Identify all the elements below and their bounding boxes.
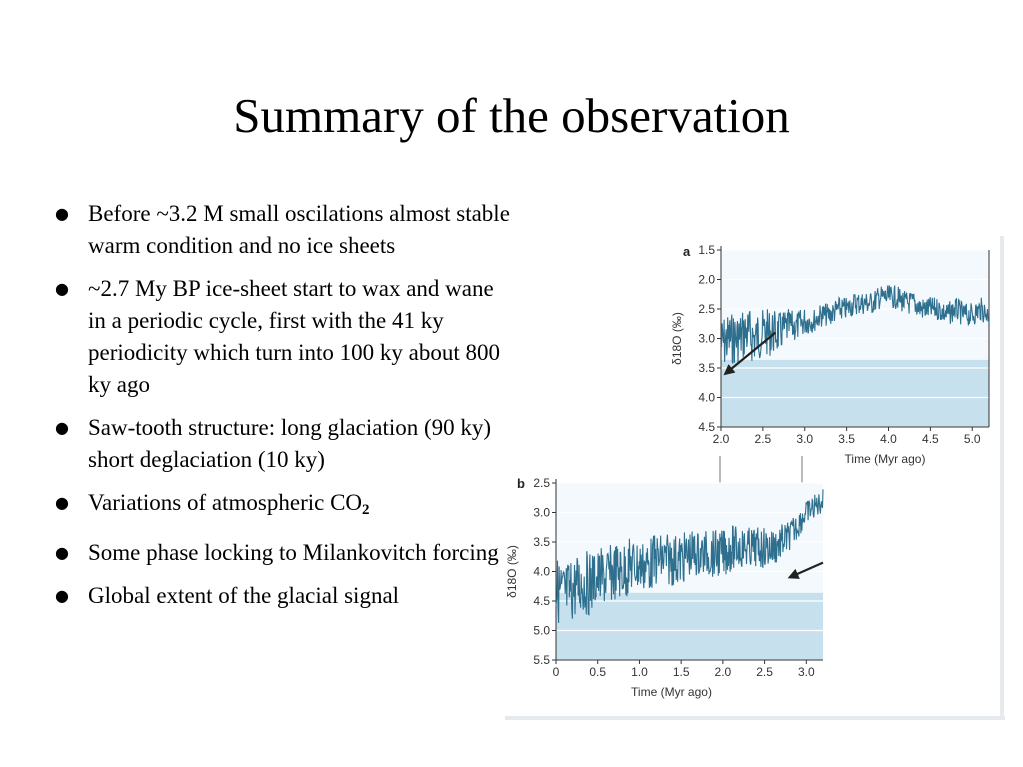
slide-title: Summary of the observation [233,88,790,143]
x-tick-label: 0 [553,665,560,679]
chart-panel-b: 2.5 3.0 3.5 4.0 4.5 5.0 5.50 0.5 1.0 1.5 2.0 2.5 3.0… [505,476,824,699]
x-tick-label: 2.0 [713,432,730,446]
x-tick-label: 2.5 [755,432,772,446]
y-tick-label: 3.0 [698,332,715,346]
x-tick-label: 2.0 [715,665,732,679]
x-tick-label: 1.5 [673,665,690,679]
y-tick-label: 2.0 [698,273,715,287]
plot-band [721,359,989,427]
chart-panel-a: 1.52.02.53.03.54.04.52.0 2.5 3.0 3.5 4.0 4.5 5… [670,243,990,466]
isotope-figure-svg: 1.52.02.53.03.54.04.52.0 2.5 3.0 3.5 4.0 4.5 5… [505,236,1005,720]
x-tick-label: 3.0 [798,665,815,679]
x-tick-label: 2.5 [756,665,773,679]
y-tick-label: 4.0 [533,565,550,579]
x-tick-label: 3.5 [838,432,855,446]
bullet-item: ● Variations of atmospheric CO2 [52,487,512,526]
bullet-dot-icon: ● [55,543,69,562]
co2-subscript: 2 [362,502,370,518]
bullet-text: Global extent of the glacial signal [88,583,400,608]
y-tick-label: 3.5 [533,535,550,549]
bullet-text: Before ~3.2 M small oscilations almost s… [88,201,510,258]
y-axis-label: δ18O (‰) [670,312,684,365]
x-tick-label: 3.0 [796,432,813,446]
annotation-arrow [787,561,824,579]
y-tick-label: 3.0 [533,506,550,520]
bullet-dot-icon: ● [55,204,69,223]
y-tick-label: 4.0 [698,391,715,405]
x-axis-label: Time (Myr ago) [631,685,712,699]
x-tick-label: 0.5 [589,665,606,679]
bullet-list: ● Before ~3.2 M small oscilations almost … [52,198,512,623]
y-tick-label: 2.5 [533,476,550,490]
bullet-text: Some phase locking to Milankovitch forci… [88,540,499,565]
y-tick-label: 3.5 [698,361,715,375]
x-tick-label: 4.0 [880,432,897,446]
x-axis-label: Time (Myr ago) [845,452,926,466]
bullet-dot-icon: ● [55,493,69,512]
y-tick-label: 2.5 [698,302,715,316]
bullet-item: ● Global extent of the glacial signal [52,580,512,612]
panel-label: b [517,476,525,491]
x-tick-label: 5.0 [964,432,981,446]
bullet-dot-icon: ● [55,279,69,298]
panel-label: a [683,244,691,259]
isotope-series-line [555,489,824,623]
bullet-item: ● ~2.7 My BP ice-sheet start to wax and w… [52,273,512,401]
y-tick-label: 5.0 [533,624,550,638]
y-tick-label: 4.5 [698,420,715,434]
y-tick-label: 1.5 [698,243,715,257]
y-tick-label: 5.5 [533,653,550,667]
isotope-series-line [720,285,990,365]
bullet-dot-icon: ● [55,418,69,437]
oxygen-isotope-figure: 1.5 2.0 2.5 3.0 3.5 4.0 4.5 2.0 2.5 3.0 3.5 4.0 4.5 5… [505,236,1005,720]
bullet-text: ~2.7 My BP ice-sheet start to wax and wa… [88,276,501,397]
y-axis-label: δ18O (‰) [505,545,519,598]
bullet-text: Variations of atmospheric CO [88,490,363,515]
x-tick-label: 4.5 [922,432,939,446]
bullet-item: ● Some phase locking to Milankovitch forc… [52,537,512,569]
y-tick-label: 4.5 [533,594,550,608]
x-tick-label: 1.0 [631,665,648,679]
annotation-arrow [723,331,777,376]
bullet-dot-icon: ● [55,586,69,605]
bullet-item: ● Saw-tooth structure: long glaciation (9… [52,412,512,476]
bullet-item: ● Before ~3.2 M small oscilations almost … [52,198,512,262]
bullet-text: Saw-tooth structure: long glaciation (90… [88,415,492,472]
plot-band [556,592,823,660]
